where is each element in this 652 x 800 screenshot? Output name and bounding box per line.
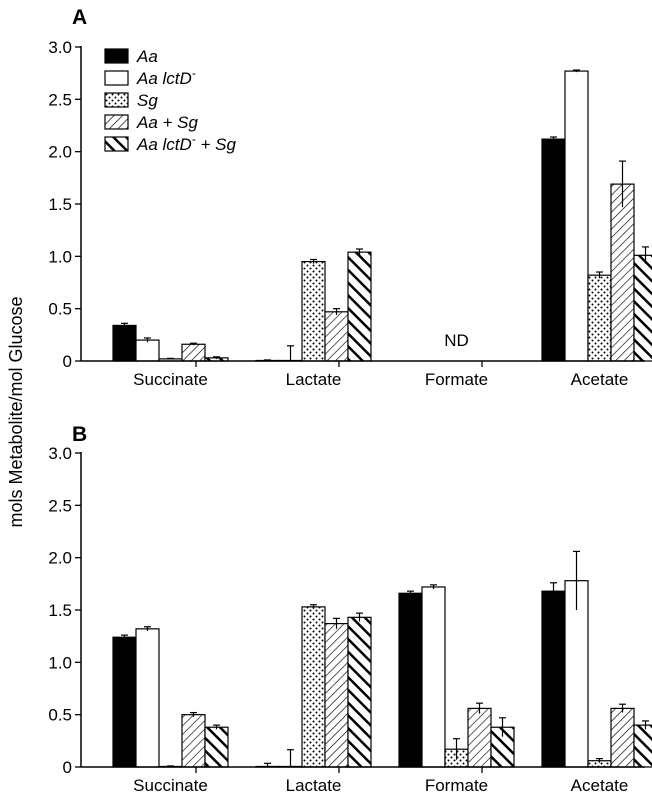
- y-tick-label: 3.0: [48, 38, 72, 57]
- y-axis-label: mols Metabolite/mol Glucose: [6, 296, 26, 527]
- x-tick-label: Formate: [425, 370, 488, 389]
- bar: [324, 311, 349, 362]
- panel-label: A: [72, 6, 87, 29]
- legend-entry: Aa lctD- + Sg: [136, 132, 237, 154]
- bar: [421, 586, 446, 768]
- bar: [181, 714, 206, 768]
- panel-label: B: [72, 423, 87, 446]
- bar: [541, 138, 566, 362]
- bar: [135, 628, 160, 768]
- panel-a-chart: A 0 0.5 1.0 1.5 2.0 2.5 3.0 Succinate Lactate Form…: [48, 6, 652, 389]
- x-tick-label: Formate: [425, 776, 488, 795]
- legend-swatch: [104, 70, 129, 86]
- bar: [610, 707, 635, 768]
- bar: [541, 590, 566, 768]
- legend-swatch: [104, 114, 129, 130]
- y-tick-label: 2.0: [48, 549, 72, 568]
- bar: [324, 623, 349, 768]
- bar: [347, 616, 372, 768]
- bar: [301, 260, 326, 362]
- bar: [347, 251, 372, 362]
- legend-swatch: [104, 136, 129, 152]
- bar: [610, 183, 635, 362]
- bar: [398, 592, 423, 768]
- x-tick-label: Acetate: [571, 370, 629, 389]
- y-tick-label: 0.5: [48, 300, 72, 319]
- x-tick-label: Acetate: [571, 776, 629, 795]
- bar: [181, 343, 206, 362]
- x-tick-label: Succinate: [133, 776, 208, 795]
- legend-entry: Aa lctD-: [136, 66, 196, 88]
- annotation-nd: ND: [444, 331, 469, 350]
- y-tick-label: 0: [63, 758, 72, 777]
- y-tick-label: 2.0: [48, 143, 72, 162]
- bar: [112, 324, 137, 362]
- legend-swatch: [104, 48, 129, 64]
- bar: [633, 254, 652, 362]
- y-tick-label: 2.5: [48, 496, 72, 515]
- x-tick-label: Lactate: [286, 776, 342, 795]
- bar: [135, 339, 160, 362]
- bar: [204, 726, 229, 768]
- legend-swatch: [104, 92, 129, 108]
- y-tick-label: 1.5: [48, 601, 72, 620]
- y-tick-label: 1.0: [48, 247, 72, 266]
- y-tick-label: 2.5: [48, 90, 72, 109]
- panel-b-chart: B 0 0.5 1.0 1.5 2.0 2.5 3.0 Succinate Lactate Form…: [48, 423, 652, 795]
- bar: [301, 606, 326, 768]
- legend-entry: Aa + Sg: [136, 113, 199, 132]
- y-tick-label: 1.0: [48, 653, 72, 672]
- y-tick-label: 3.0: [48, 444, 72, 463]
- x-tick-label: Lactate: [286, 370, 342, 389]
- y-tick-label: 0.5: [48, 706, 72, 725]
- bar: [112, 636, 137, 768]
- x-tick-label: Succinate: [133, 370, 208, 389]
- y-tick-label: 0: [63, 352, 72, 371]
- bar: [564, 70, 589, 362]
- y-tick-label: 1.5: [48, 195, 72, 214]
- legend-entry: Sg: [137, 91, 158, 110]
- legend-entry: Aa: [136, 47, 158, 66]
- bar: [587, 274, 612, 362]
- bar: [633, 724, 652, 768]
- bar: [467, 707, 492, 768]
